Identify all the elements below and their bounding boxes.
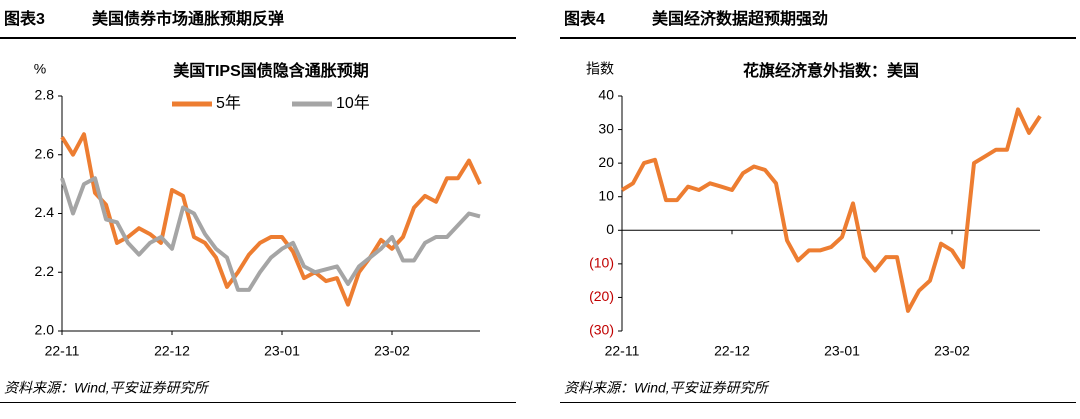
chart-title: 美国TIPS国债隐含通胀预期 [173, 61, 369, 80]
header-rule [0, 37, 516, 39]
y-tick-label: (10) [589, 255, 614, 271]
x-tick-label: 23-01 [264, 343, 300, 359]
x-tick-label: 23-01 [824, 343, 860, 359]
chart-title: 花旗经济意外指数：美国 [743, 61, 919, 80]
y-tick-label: 30 [598, 120, 614, 136]
y-tick-label: 40 [598, 87, 614, 103]
header-rule [560, 37, 1076, 39]
y-tick-label: 2.8 [35, 87, 55, 103]
x-tick-label: 23-02 [374, 343, 410, 359]
y-tick-label: 10 [598, 187, 614, 203]
y-tick-label: 2.4 [35, 204, 55, 220]
x-tick-label: 22-12 [714, 343, 750, 359]
figure-caption: 美国经济数据超预期强劲 [652, 9, 828, 28]
figure-label: 图表3 [4, 9, 45, 28]
y-axis-label: % [34, 61, 46, 77]
y-tick-label: (20) [589, 288, 614, 304]
legend-label: 5年 [216, 94, 241, 112]
x-tick-label: 23-02 [934, 343, 970, 359]
footer-rule [560, 402, 1076, 403]
figure-label: 图表4 [564, 9, 605, 28]
y-tick-label: 20 [598, 154, 614, 170]
x-tick-label: 22-11 [45, 343, 80, 359]
y-tick-label: 2.2 [35, 263, 55, 279]
source-note: 资料来源：Wind,平安证券研究所 [4, 380, 210, 396]
y-axis-label: 指数 [586, 61, 614, 77]
x-tick-label: 22-12 [154, 343, 190, 359]
y-tick-label: (30) [589, 322, 614, 338]
footer-rule [0, 402, 516, 403]
y-tick-label: 2.0 [35, 322, 55, 338]
y-tick-label: 0 [606, 221, 614, 237]
source-note: 资料来源：Wind,平安证券研究所 [564, 380, 770, 396]
series-line [60, 176, 481, 292]
series-line [620, 107, 1042, 313]
figure-caption: 美国债券市场通胀预期反弹 [92, 9, 284, 28]
x-tick-label: 22-11 [605, 343, 640, 359]
legend-label: 10年 [336, 94, 370, 112]
y-tick-label: 2.6 [35, 145, 55, 161]
series-line [60, 132, 482, 307]
